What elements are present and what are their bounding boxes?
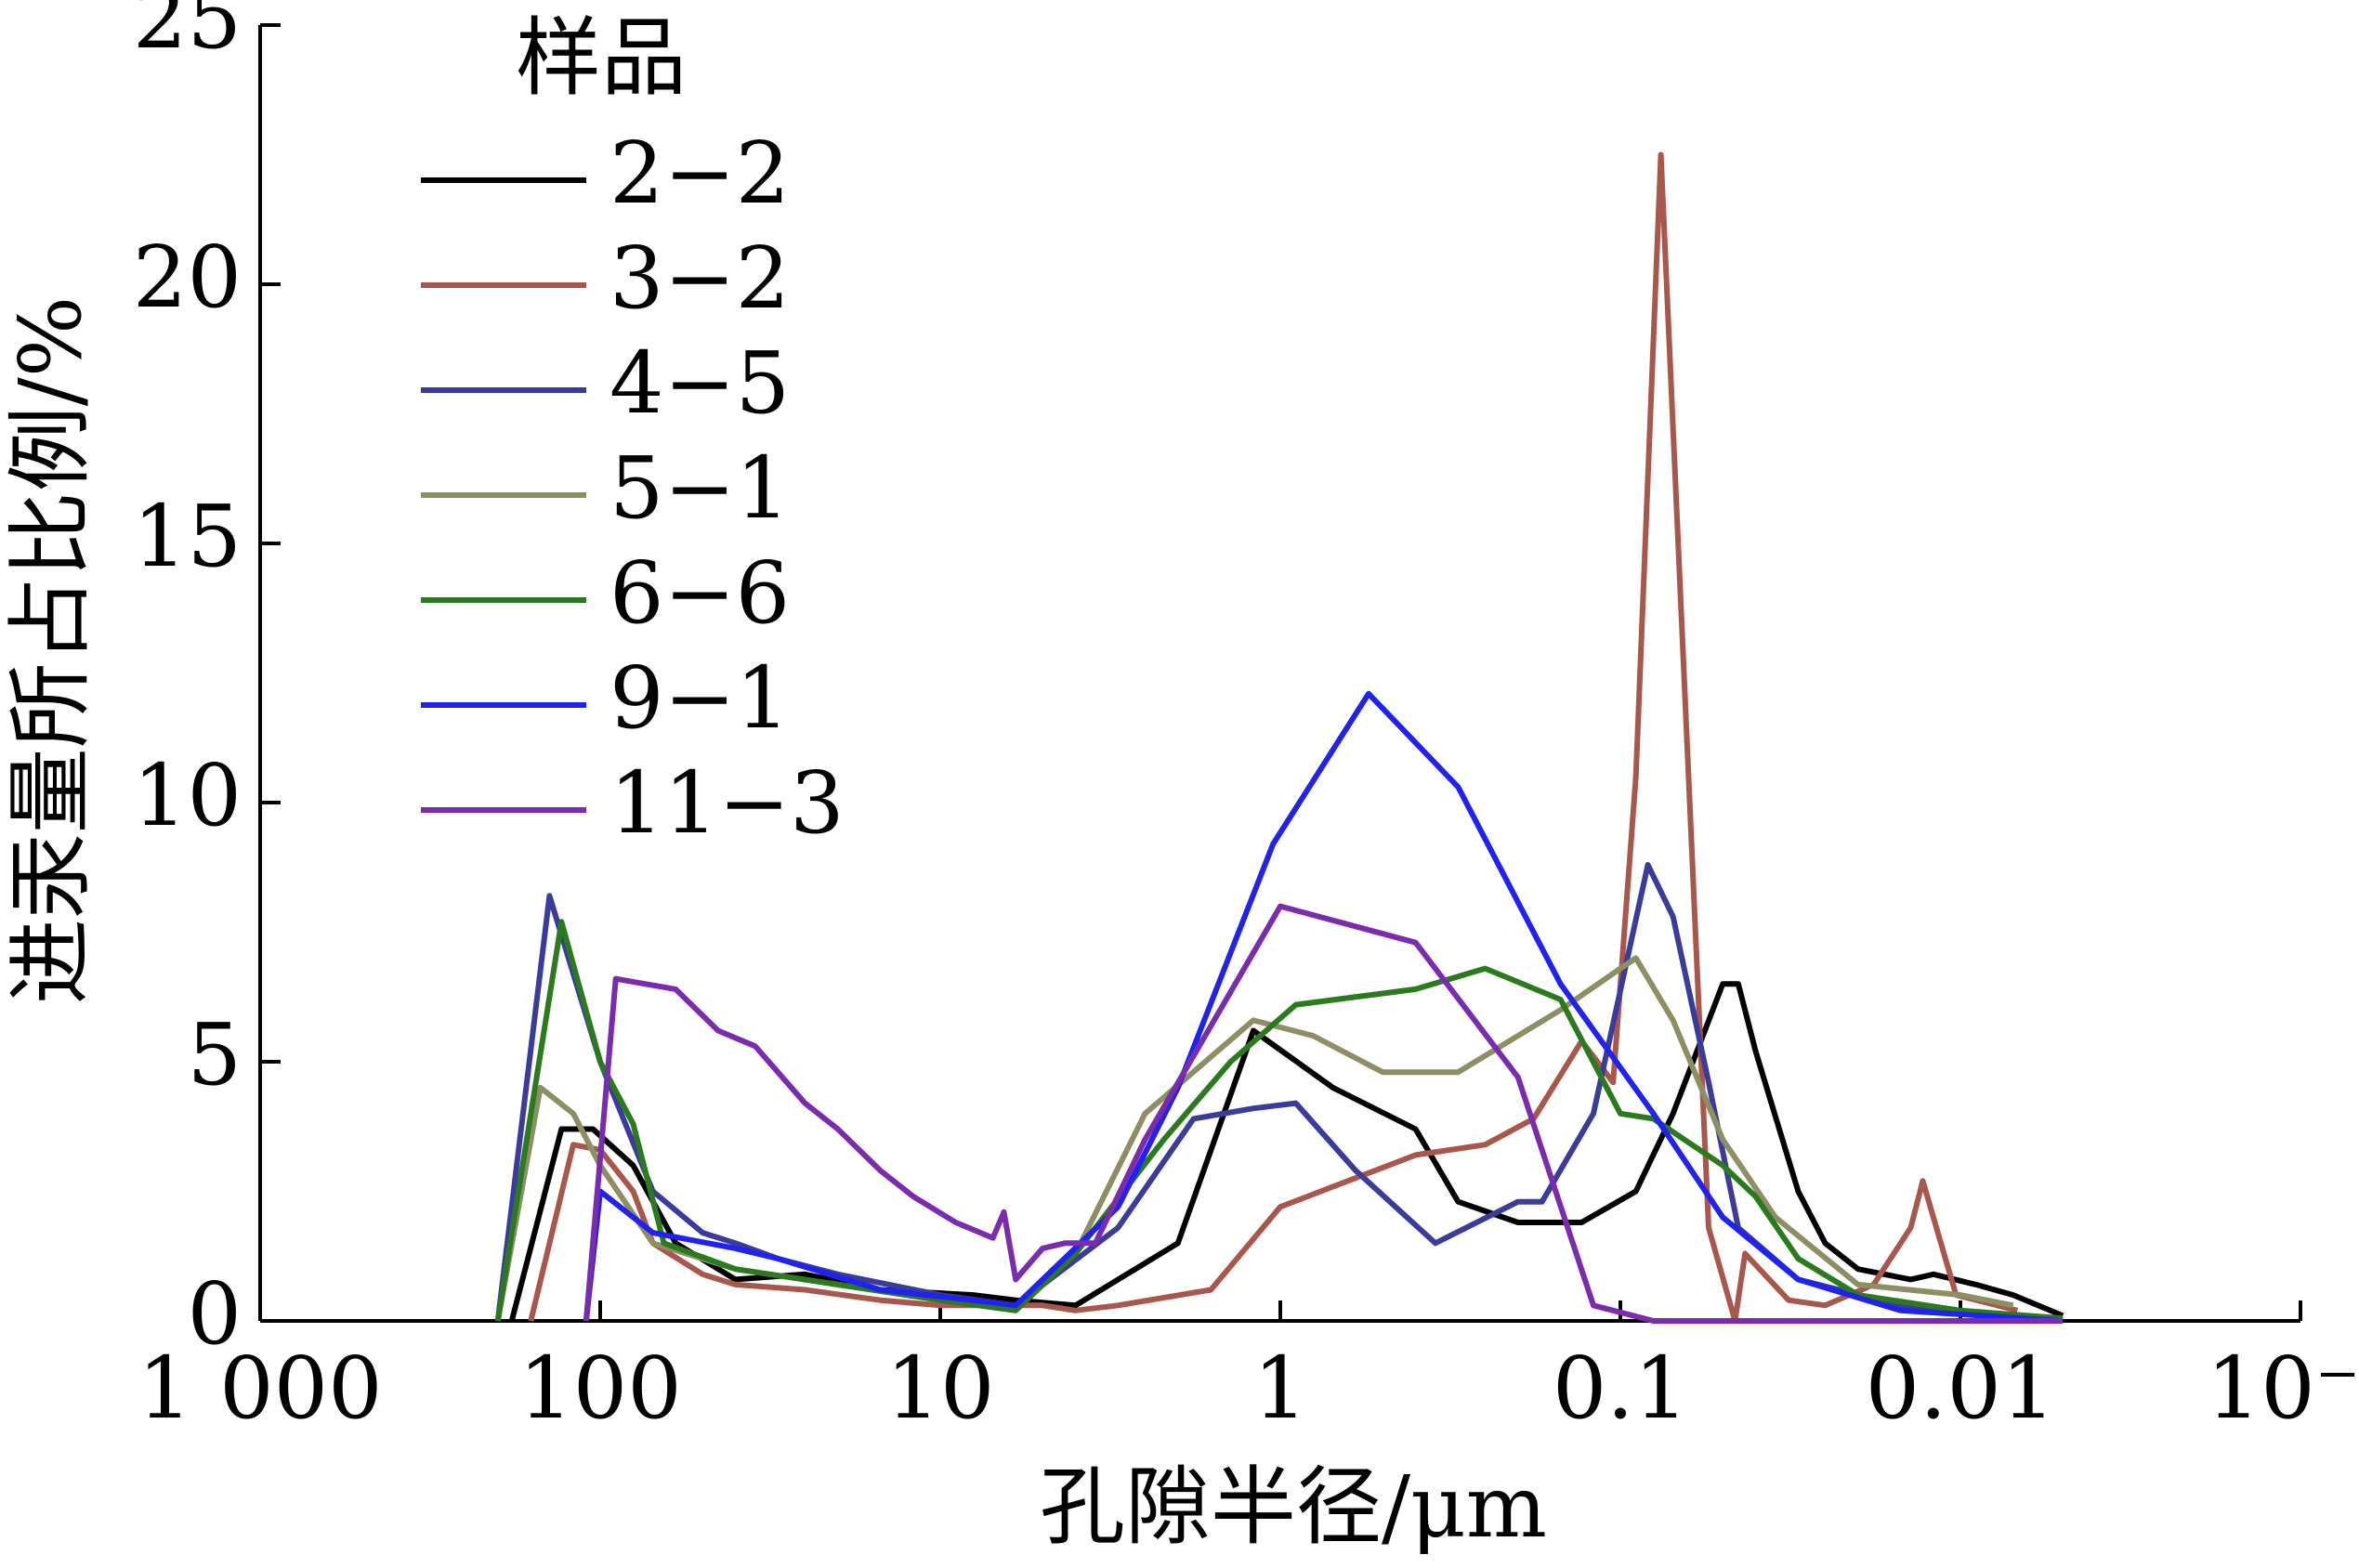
legend-label: 3−2 bbox=[609, 229, 790, 328]
series-line bbox=[528, 151, 2019, 1324]
y-tick-label: 15 bbox=[133, 487, 242, 586]
y-tick-label: 20 bbox=[133, 228, 242, 327]
x-tick-label: 0.1 bbox=[1553, 1339, 1688, 1438]
legend-label: 4−5 bbox=[609, 333, 790, 433]
legend-label: 6−6 bbox=[609, 543, 790, 643]
series-line bbox=[494, 862, 2064, 1324]
legend-label: 11−3 bbox=[609, 753, 845, 853]
x-tick-label: 1 bbox=[1253, 1339, 1308, 1438]
y-axis-label: 进汞量所占比例/% bbox=[1, 296, 100, 1004]
x-tick-label: 0.01 bbox=[1866, 1339, 2056, 1438]
legend-label: 9−1 bbox=[609, 648, 790, 748]
y-tick-label: 0 bbox=[187, 1264, 242, 1364]
legend-label: 2−2 bbox=[609, 124, 790, 223]
y-tick-label: 10 bbox=[133, 746, 242, 845]
legend-title: 样品 bbox=[516, 8, 687, 108]
series-line bbox=[583, 903, 2064, 1324]
legend-label: 5−1 bbox=[609, 438, 790, 538]
x-tick-label: 1 000 bbox=[138, 1339, 382, 1438]
series-line bbox=[494, 955, 2014, 1322]
series-line bbox=[494, 919, 2064, 1322]
y-tick-label: 25 bbox=[133, 0, 242, 68]
series-line bbox=[508, 981, 2064, 1322]
y-tick-label: 5 bbox=[187, 1005, 242, 1104]
x-axis-label: 孔隙半径/μm bbox=[1040, 1457, 1547, 1557]
x-tick-label: 10 bbox=[885, 1339, 994, 1438]
x-tick-label: 10⁻³ bbox=[2207, 1339, 2359, 1438]
x-tick-label: 100 bbox=[518, 1339, 682, 1438]
